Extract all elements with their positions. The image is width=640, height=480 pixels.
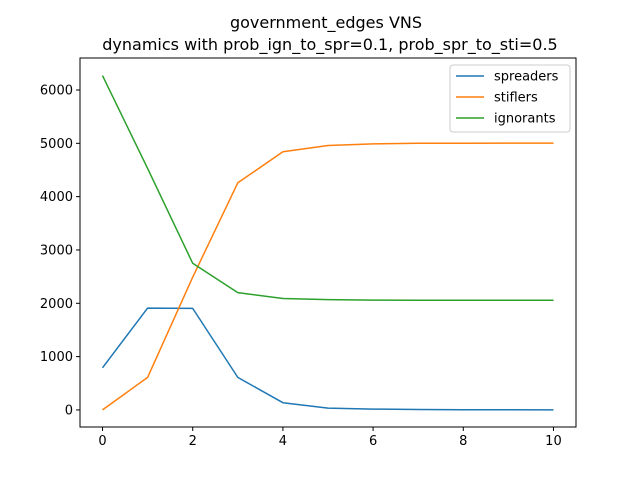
y-tick-label: 1000 — [40, 350, 73, 365]
x-axis: 0 2 4 6 8 10 — [98, 427, 562, 449]
x-tick-label: 10 — [545, 434, 562, 449]
y-tick-label: 4000 — [40, 190, 73, 205]
y-tick-label: 0 — [65, 403, 73, 418]
legend-label-ignorants: ignorants — [494, 112, 556, 127]
y-tick-label: 3000 — [40, 243, 73, 258]
chart-subtitle: dynamics with prob_ign_to_spr=0.1, prob_… — [102, 35, 557, 55]
legend-box — [449, 64, 571, 133]
chart-title: government_edges VNS — [230, 13, 422, 33]
series-line-stiflers — [102, 142, 554, 411]
x-tick-label: 8 — [459, 434, 467, 449]
legend-label-spreaders: spreaders — [494, 70, 559, 85]
x-tick-label: 2 — [189, 434, 197, 449]
plot-lines — [101, 75, 554, 411]
y-tick-label: 2000 — [40, 297, 73, 312]
x-tick-label: 4 — [279, 434, 287, 449]
legend: spreaders stiflers ignorants — [449, 64, 571, 133]
x-tick-label: 6 — [369, 434, 377, 449]
x-tick-label: 0 — [98, 434, 106, 449]
y-axis: 0 1000 2000 3000 4000 5000 6000 — [40, 83, 80, 418]
y-tick-label: 6000 — [40, 83, 73, 98]
plot-frame — [79, 57, 577, 428]
y-tick-label: 5000 — [40, 137, 73, 152]
series-line-spreaders — [101, 307, 554, 411]
series-line-ignorants — [101, 75, 554, 301]
legend-label-stiflers: stiflers — [494, 91, 538, 106]
